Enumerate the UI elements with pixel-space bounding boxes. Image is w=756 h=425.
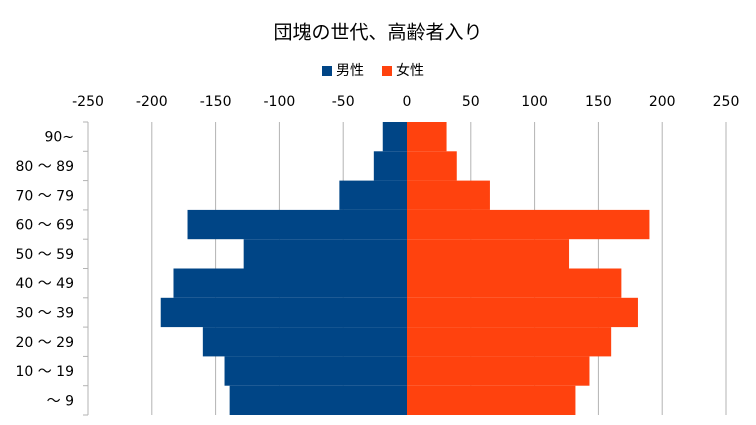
y-tick-label: 50 ～ 59: [15, 247, 74, 263]
bar: [407, 239, 570, 269]
bar: [224, 356, 407, 386]
bar: [202, 327, 407, 357]
bar: [373, 151, 407, 181]
bar: [407, 327, 612, 357]
bar: [339, 180, 407, 210]
x-tick-label: -250: [72, 94, 104, 110]
x-tick-label: -150: [200, 94, 232, 110]
y-tick-label: 20 ～ 29: [15, 335, 74, 351]
y-tick-label: 40 ～ 49: [15, 276, 74, 292]
bar: [407, 297, 638, 328]
x-tick-label: 0: [403, 94, 412, 110]
bar: [407, 151, 457, 181]
x-tick-label: 50: [462, 94, 480, 110]
x-tick-label: -200: [136, 94, 168, 110]
bar: [173, 268, 407, 298]
x-tick-label: 100: [521, 94, 548, 110]
y-tick-label: 30 ～ 39: [15, 305, 74, 321]
bar: [407, 356, 590, 386]
bar: [407, 122, 447, 152]
y-tick-label: 70 ～ 79: [15, 188, 74, 204]
bar: [407, 268, 622, 298]
legend-swatch: [382, 66, 392, 76]
bar: [243, 239, 407, 269]
x-tick-label: -100: [264, 94, 296, 110]
bar: [382, 122, 407, 152]
x-tick-label: -50: [332, 94, 355, 110]
y-tick-label: 90~: [44, 130, 74, 146]
x-tick-label: 250: [713, 94, 740, 110]
bar: [187, 209, 407, 240]
x-tick-label: 200: [649, 94, 676, 110]
y-tick-label: ～ 9: [47, 393, 74, 409]
bar: [407, 209, 650, 240]
legend-label: 女性: [396, 62, 424, 79]
legend-swatch: [322, 66, 332, 76]
y-tick-label: 60 ～ 69: [15, 218, 74, 234]
y-tick-label: 80 ～ 89: [15, 159, 74, 175]
y-tick-label: 10 ～ 19: [15, 364, 74, 380]
bar: [407, 385, 576, 415]
bar: [407, 180, 490, 210]
legend-label: 男性: [336, 63, 364, 79]
chart-title: 団塊の世代、高齢者入り: [273, 22, 482, 44]
bar: [229, 385, 407, 415]
x-tick-label: 150: [585, 94, 612, 110]
bar: [160, 297, 407, 328]
